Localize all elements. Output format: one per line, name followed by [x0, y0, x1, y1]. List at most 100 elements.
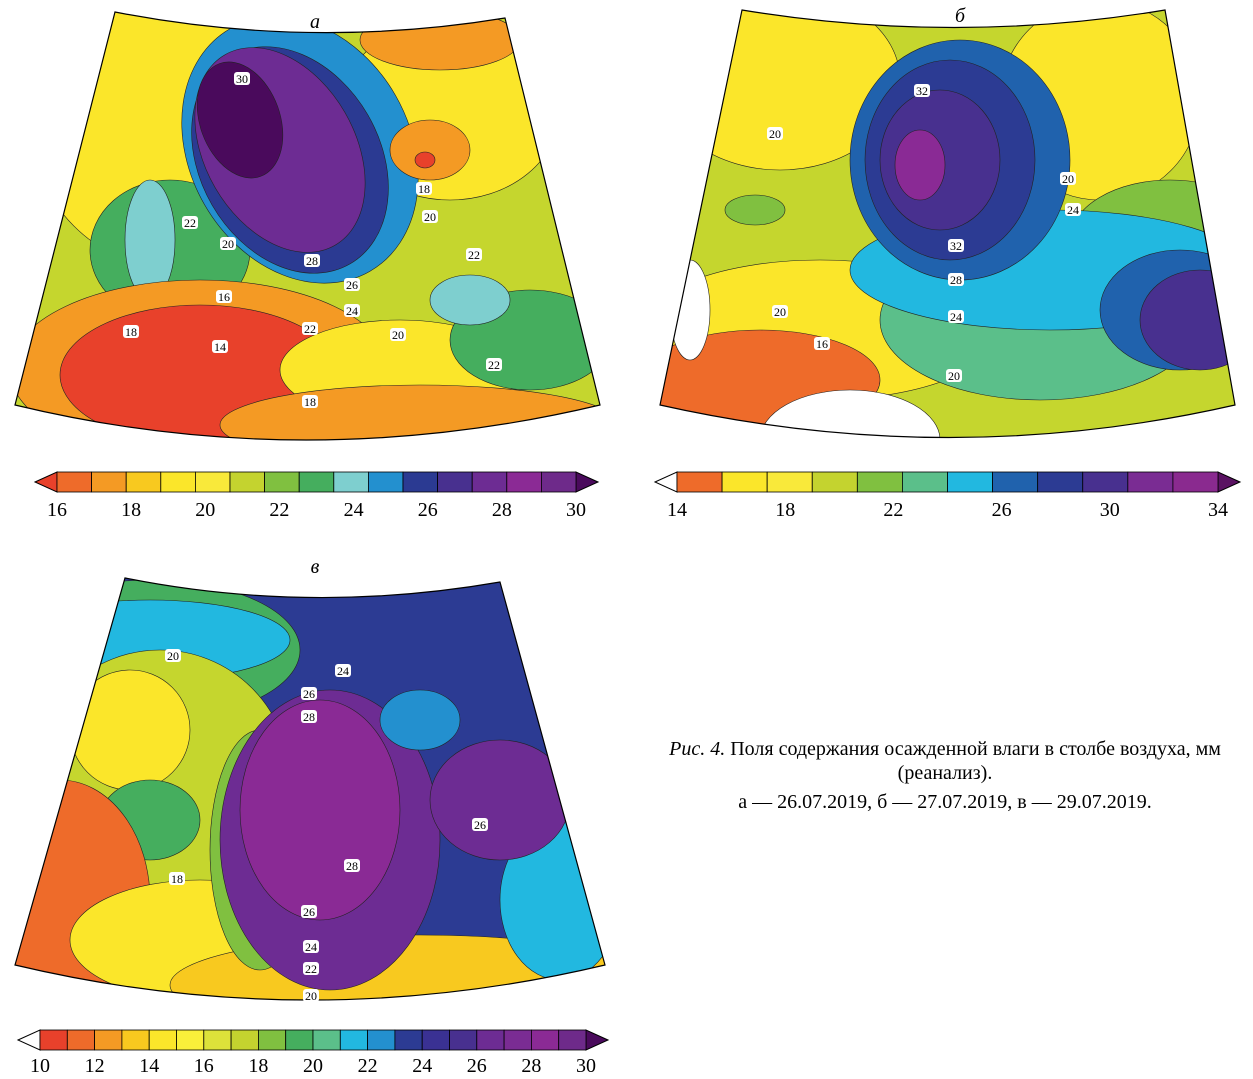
colorbar-segment	[1173, 472, 1218, 492]
colorbar-tick-label: 34	[1208, 499, 1228, 521]
contour-label: 24	[305, 940, 317, 954]
moisture-field	[240, 700, 400, 920]
colorbar-segment	[472, 472, 507, 492]
colorbar-segment	[395, 1030, 422, 1050]
contour-label: 20	[774, 305, 786, 319]
colorbar-tick-label: 18	[248, 1055, 268, 1077]
contour-label: 32	[916, 84, 928, 98]
colorbar-segment	[857, 472, 902, 492]
contour-label: 22	[468, 248, 480, 262]
contour-label: 22	[305, 962, 317, 976]
moisture-field	[1140, 270, 1253, 370]
moisture-field	[670, 260, 710, 360]
colorbar-segment	[161, 472, 196, 492]
contour-label: 32	[950, 239, 962, 253]
colorbar-under	[655, 472, 677, 492]
caption-dates: а — 26.07.2019, б — 27.07.2019, в — 29.0…	[640, 790, 1250, 814]
colorbar-tick-label: 30	[576, 1055, 596, 1077]
colorbar-segment	[258, 1030, 285, 1050]
colorbar-segment	[559, 1030, 586, 1050]
colorbar-segment	[340, 1030, 367, 1050]
colorbar-segment	[40, 1030, 67, 1050]
contour-label: 20	[167, 649, 179, 663]
colorbar-segment	[541, 472, 576, 492]
colorbar-segment	[993, 472, 1038, 492]
moisture-field	[895, 130, 945, 200]
colorbar-segment	[95, 1030, 122, 1050]
colorbar-segment	[368, 1030, 395, 1050]
moisture-field	[725, 195, 785, 225]
colorbar-segment	[948, 472, 993, 492]
moisture-field	[220, 385, 620, 465]
caption: Рис. 4. Поля содержания осажденной влаги…	[640, 737, 1250, 785]
contour-label: 18	[171, 872, 183, 886]
colorbar-segment	[313, 1030, 340, 1050]
contour-label: 20	[1062, 172, 1074, 186]
colorbar-segment	[677, 472, 722, 492]
colorbar-segment	[299, 472, 334, 492]
colorbar-segment	[92, 472, 127, 492]
contour-label: 28	[303, 710, 315, 724]
figure: а301820222028222616241822201422181618202…	[0, 0, 1253, 1079]
colorbar-tick-label: 24	[412, 1055, 432, 1077]
caption-text: Поля содержания осажденной влаги в столб…	[730, 738, 1221, 784]
colorbar-tick-label: 26	[992, 499, 1012, 521]
moisture-field	[415, 152, 435, 168]
contour-label: 28	[950, 273, 962, 287]
colorbar-segment	[149, 1030, 176, 1050]
colorbar-segment	[422, 1030, 449, 1050]
colorbar-tick-label: 22	[269, 499, 289, 521]
colorbar-segment	[767, 472, 812, 492]
colorbar-segment	[286, 1030, 313, 1050]
contour-label: 20	[948, 369, 960, 383]
caption-figure: Рис. 4.	[669, 738, 725, 760]
colorbar-segment	[1038, 472, 1083, 492]
colorbar-tick-label: 18	[121, 499, 141, 521]
colorbar-segment	[126, 472, 161, 492]
colorbar-over	[1218, 472, 1240, 492]
colorbar-segment	[231, 1030, 258, 1050]
contour-label: 26	[303, 687, 315, 701]
colorbar-segment	[507, 472, 542, 492]
colorbar-tick-label: 18	[775, 499, 795, 521]
colorbar-tick-label: 28	[521, 1055, 541, 1077]
figure-page: а301820222028222616241822201422181618202…	[0, 0, 1253, 1079]
colorbar-segment	[177, 1030, 204, 1050]
colorbar-over	[586, 1030, 608, 1050]
contour-label: 14	[214, 340, 226, 354]
colorbar-tick-label: 22	[883, 499, 903, 521]
contour-label: 18	[418, 182, 430, 196]
colorbar-under	[35, 472, 57, 492]
colorbar-tick-label: 14	[139, 1055, 159, 1077]
colorbar-under	[18, 1030, 40, 1050]
colorbar-tick-label: 30	[566, 499, 586, 521]
contour-label: 22	[184, 216, 196, 230]
colorbar-tick-label: 28	[492, 499, 512, 521]
colorbar-tick-label: 16	[194, 1055, 214, 1077]
contour-label: 26	[474, 818, 486, 832]
colorbar-segment	[122, 1030, 149, 1050]
contour-label: 28	[306, 254, 318, 268]
contour-label: 24	[346, 304, 358, 318]
colorbar-tick-label: 16	[47, 499, 67, 521]
colorbar-tick-label: 12	[85, 1055, 105, 1077]
contour-label: 18	[125, 325, 137, 339]
contour-label: 16	[816, 337, 828, 351]
colorbar-tick-label: 24	[344, 499, 364, 521]
colorbar-segment	[195, 472, 230, 492]
colorbar-segment	[438, 472, 473, 492]
colorbar-tick-label: 22	[358, 1055, 378, 1077]
colorbar-tick-label: 10	[30, 1055, 50, 1077]
contour-label: 26	[303, 905, 315, 919]
colorbar-tick-label: 30	[1100, 499, 1120, 521]
colorbar-segment	[1083, 472, 1128, 492]
contour-label: 24	[950, 310, 962, 324]
contour-label: 28	[346, 859, 358, 873]
colorbar-segment	[450, 1030, 477, 1050]
contour-label: 24	[337, 664, 349, 678]
colorbar-tick-label: 26	[467, 1055, 487, 1077]
panel-label: в	[311, 556, 320, 578]
colorbar-segment	[368, 472, 403, 492]
colorbar-segment	[812, 472, 857, 492]
contour-label: 30	[236, 72, 248, 86]
